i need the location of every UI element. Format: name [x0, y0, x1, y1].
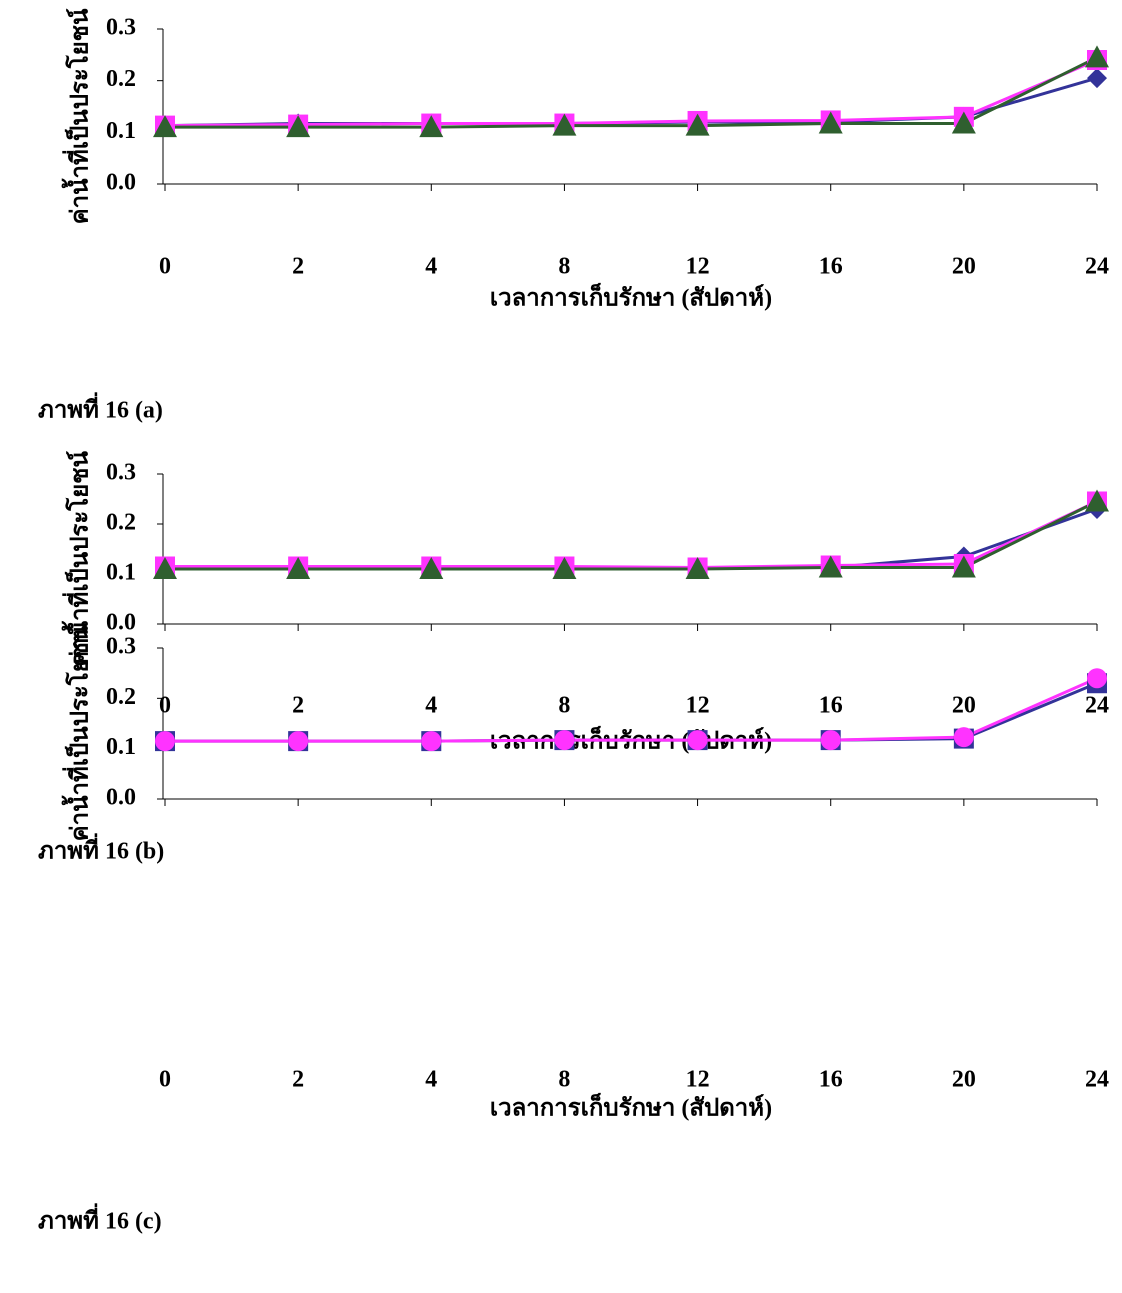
y-tick-label: 0.1	[106, 118, 136, 144]
x-axis-title: เวลาการเก็บรักษา (สัปดาห์)	[490, 283, 772, 312]
marker	[1087, 668, 1107, 688]
x-tick-label: 20	[952, 693, 976, 719]
y-axis-title: ค่าน้ำที่เป็นประโยชน์	[61, 8, 94, 224]
marker	[821, 730, 841, 750]
marker	[688, 730, 708, 750]
caption: ภาพที่ 16 (b)	[38, 833, 164, 865]
x-tick-label: 12	[686, 1067, 710, 1093]
x-tick-label: 0	[159, 1067, 171, 1093]
y-tick-label: 0.3	[106, 460, 136, 486]
x-tick-label: 24	[1085, 693, 1109, 719]
y-tick-label: 0.3	[106, 15, 136, 41]
caption: ภาพที่ 16 (c)	[38, 1203, 162, 1235]
x-tick-label: 4	[425, 1067, 437, 1093]
x-tick-label: 8	[558, 1067, 570, 1093]
x-tick-label: 20	[952, 1067, 976, 1093]
x-tick-label: 12	[686, 693, 710, 719]
x-axis-title: เวลาการเก็บรักษา (สัปดาห์)	[490, 1093, 772, 1122]
x-tick-label: 4	[425, 693, 437, 719]
x-tick-label: 2	[292, 254, 304, 280]
x-tick-label: 0	[159, 693, 171, 719]
x-tick-label: 2	[292, 693, 304, 719]
x-tick-label: 24	[1085, 254, 1109, 280]
y-tick-label: 0.0	[106, 170, 136, 196]
x-tick-label: 0	[159, 254, 171, 280]
x-tick-label: 2	[292, 1067, 304, 1093]
x-tick-label: 8	[558, 254, 570, 280]
y-tick-label: 0.0	[106, 610, 136, 636]
x-tick-label: 4	[425, 254, 437, 280]
marker	[554, 730, 574, 750]
marker	[954, 727, 974, 747]
marker	[1087, 68, 1107, 88]
x-tick-label: 16	[819, 254, 843, 280]
x-tick-label: 20	[952, 254, 976, 280]
x-tick-label: 8	[558, 693, 570, 719]
x-tick-label: 16	[819, 693, 843, 719]
marker	[421, 731, 441, 751]
marker	[155, 731, 175, 751]
y-tick-label: 0.1	[106, 560, 136, 586]
x-tick-label: 12	[686, 254, 710, 280]
page: 0.00.10.20.3024812162024เวลาการเก็บรักษา…	[0, 0, 1122, 1293]
y-tick-label: 0.0	[106, 785, 136, 811]
y-tick-label: 0.1	[106, 734, 136, 760]
y-tick-label: 0.3	[106, 634, 136, 660]
y-tick-label: 0.2	[106, 684, 136, 710]
y-tick-label: 0.2	[106, 66, 136, 92]
x-tick-label: 16	[819, 1067, 843, 1093]
caption: ภาพที่ 16 (a)	[38, 392, 163, 424]
y-tick-label: 0.2	[106, 510, 136, 536]
x-tick-label: 24	[1085, 1067, 1109, 1093]
marker	[288, 731, 308, 751]
y-axis-title: ค่าน้ำที่เป็นประโยชน์	[61, 625, 94, 841]
